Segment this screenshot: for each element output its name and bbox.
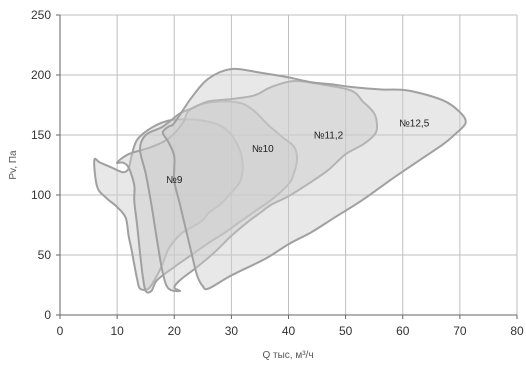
series-area-3 (139, 79, 378, 293)
grid (56, 14, 518, 319)
series-areas (93, 67, 467, 294)
y-tick-label: 200 (31, 68, 51, 82)
y-tick-label: 100 (31, 188, 51, 202)
y-tick-label: 150 (31, 128, 51, 142)
series-area-4 (161, 67, 467, 291)
series-area-1 (93, 118, 244, 292)
x-tick-label: 80 (510, 324, 524, 338)
y-tick-label: 0 (44, 308, 51, 322)
x-tick-label: 70 (453, 324, 467, 338)
series-label: №12,5 (399, 119, 430, 130)
tick-labels: 0 10 20 30 40 50 60 70 80 0 50 100 150 200 250 (31, 8, 524, 338)
x-axis-label: Q тыс, м³/ч (262, 350, 313, 361)
series-label: №11,2 (314, 131, 344, 142)
y-axis-label: Pv, Па (8, 150, 19, 180)
x-tick-label: 40 (282, 324, 296, 338)
x-tick-label: 10 (110, 324, 124, 338)
series-label: №10 (252, 144, 274, 155)
x-tick-label: 50 (339, 324, 353, 338)
series-labels: №9 №10 №11,2 №12,5 (166, 119, 430, 186)
x-tick-label: 20 (168, 324, 182, 338)
x-tick-label: 30 (225, 324, 239, 338)
x-tick-label: 0 (57, 324, 64, 338)
x-tick-label: 60 (396, 324, 410, 338)
series-label: №9 (166, 175, 183, 186)
y-tick-label: 250 (31, 8, 51, 22)
axes (59, 15, 517, 316)
y-tick-label: 50 (38, 248, 52, 262)
